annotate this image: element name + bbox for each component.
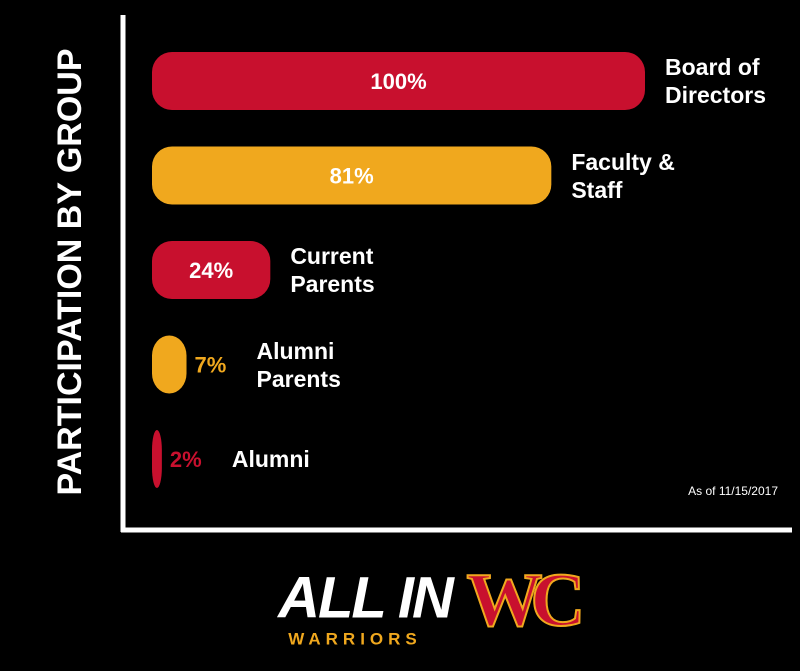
bar	[152, 52, 645, 110]
value-label: 7%	[195, 352, 227, 377]
logo-mark: WC	[467, 558, 581, 642]
bar	[152, 146, 552, 205]
category-label: Faculty & Staff	[571, 148, 675, 203]
value-label: 81%	[330, 163, 374, 188]
bar	[152, 430, 162, 488]
chart-title: PARTICIPATION BY GROUP	[51, 48, 89, 495]
bar	[152, 335, 187, 394]
value-label: 24%	[189, 258, 233, 283]
category-label: Current Parents	[290, 243, 375, 297]
category-label: Alumni	[231, 446, 310, 472]
logo-subtext: WARRIORS	[288, 629, 422, 648]
category-label: Board of Directors	[665, 54, 766, 108]
category-label: Alumni Parents	[256, 337, 341, 392]
annotation: As of 11/15/2017	[688, 484, 778, 498]
bar	[152, 241, 271, 299]
value-label: 100%	[370, 69, 426, 94]
logo-text: ALL IN	[276, 565, 455, 630]
value-label: 2%	[170, 447, 202, 472]
